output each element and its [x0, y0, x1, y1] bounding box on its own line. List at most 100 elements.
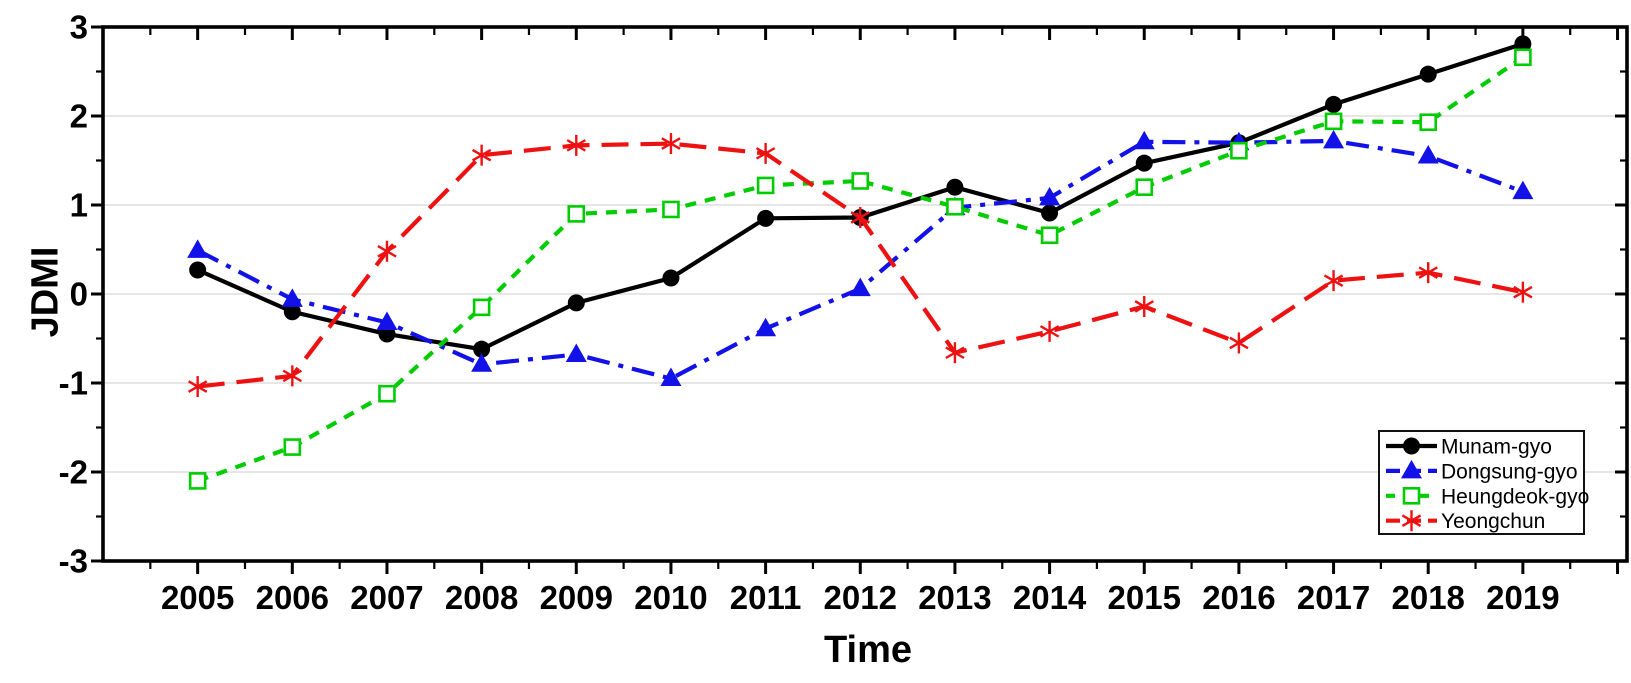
- data-point-marker: [1401, 459, 1422, 479]
- series-dongsung-gyo: [187, 129, 1534, 387]
- asterisk-spoke: [282, 369, 303, 383]
- data-point-marker: [1041, 204, 1059, 222]
- x-tick-label: 2018: [1392, 579, 1465, 616]
- data-point-marker: [1040, 226, 1059, 245]
- legend-label: Yeongchun: [1441, 510, 1545, 533]
- data-point-marker: [1325, 95, 1343, 113]
- data-point-marker: [376, 311, 398, 330]
- y-tick-label: 1: [70, 187, 88, 224]
- data-point-marker: [662, 269, 680, 287]
- data-point-marker: [378, 384, 396, 403]
- x-tick-label: 2019: [1486, 579, 1559, 616]
- legend-item: Dongsung-gyo: [1386, 459, 1578, 483]
- data-point-marker: [1229, 332, 1249, 354]
- data-point-marker: [1135, 178, 1154, 196]
- series-layer: [187, 35, 1534, 490]
- y-tick-label: -2: [59, 454, 88, 491]
- asterisk-spoke: [1323, 274, 1344, 287]
- x-tick-label: 2014: [1013, 579, 1087, 616]
- asterisk-spoke: [1229, 336, 1249, 350]
- data-point-marker: [850, 206, 870, 228]
- data-point-marker: [471, 353, 493, 372]
- ticks: [91, 25, 1627, 574]
- y-tick-label: 3: [70, 9, 88, 46]
- legend-label: Heungdeok-gyo: [1441, 485, 1589, 508]
- plot-layer: 3 2 1 0 -1 -2 -3 2005 2006 2007 2008 2009 2010 2011 20…: [59, 9, 1629, 616]
- data-point-marker: [1133, 130, 1155, 150]
- data-point-marker: [661, 133, 681, 155]
- data-point-marker: [1039, 186, 1061, 206]
- data-point-marker: [1323, 270, 1344, 292]
- legend-label: Munam-gyo: [1441, 436, 1552, 459]
- x-tick-label: 2015: [1108, 579, 1181, 616]
- data-point-marker: [660, 367, 682, 387]
- y-tick-label: -1: [59, 365, 88, 402]
- asterisk-spoke: [1039, 325, 1060, 338]
- data-point-marker: [1324, 112, 1343, 131]
- x-axis-title: Time: [824, 629, 912, 671]
- y-tick-label: -3: [59, 543, 88, 580]
- data-point-marker: [1513, 281, 1533, 303]
- data-point-marker: [1402, 486, 1421, 505]
- y-tick-label: 0: [70, 276, 88, 313]
- asterisk-spoke: [945, 346, 965, 360]
- x-tick-label: 2009: [540, 579, 613, 616]
- asterisk-spoke: [377, 244, 397, 258]
- data-point-marker: [1512, 180, 1534, 200]
- data-point-marker: [189, 261, 207, 279]
- data-point-marker: [282, 365, 303, 387]
- asterisk-spoke: [1401, 514, 1422, 527]
- data-point-marker: [1514, 48, 1532, 67]
- x-tick-label: 2011: [730, 579, 802, 616]
- data-point-marker: [757, 209, 775, 227]
- data-point-marker: [567, 205, 586, 223]
- data-point-marker: [1418, 262, 1438, 284]
- asterisk-spoke: [850, 211, 870, 224]
- x-tick-label: 2008: [445, 579, 518, 616]
- legend-item: Heungdeok-gyo: [1386, 485, 1589, 508]
- data-point-marker: [472, 298, 491, 317]
- legend-item: Munam-gyo: [1386, 436, 1552, 459]
- asterisk-spoke: [566, 139, 586, 152]
- data-point-marker: [946, 197, 964, 216]
- data-point-marker: [377, 240, 397, 262]
- asterisk-spoke: [1418, 266, 1438, 279]
- data-point-marker: [755, 142, 776, 164]
- asterisk-spoke: [471, 148, 492, 162]
- data-point-marker: [849, 277, 871, 297]
- data-point-marker: [1401, 510, 1422, 532]
- data-point-marker: [946, 178, 964, 196]
- x-tick-label: 2013: [918, 579, 991, 616]
- data-point-marker: [567, 294, 585, 312]
- data-point-marker: [1417, 145, 1439, 164]
- asterisk-spoke: [661, 137, 681, 150]
- x-tick-label: 2006: [256, 579, 329, 616]
- x-tick-label: 2016: [1202, 579, 1275, 616]
- legend: Munam-gyoDongsung-gyoHeungdeok-gyoYeongc…: [1378, 430, 1589, 535]
- data-point-marker: [473, 340, 491, 358]
- data-point-marker: [188, 472, 207, 490]
- series-munam-gyo: [189, 35, 1532, 358]
- asterisk-spoke: [755, 147, 776, 160]
- y-axis-title: JDMI: [24, 247, 66, 338]
- data-point-marker: [1403, 437, 1420, 455]
- data-point-marker: [662, 200, 680, 219]
- data-point-marker: [187, 376, 208, 398]
- data-point-marker: [566, 134, 586, 156]
- data-point-marker: [283, 303, 301, 321]
- asterisk-spoke: [187, 380, 208, 393]
- data-point-marker: [1230, 141, 1248, 160]
- series-heungdeok-gyo: [188, 48, 1532, 490]
- asterisk-spoke: [1513, 285, 1533, 299]
- data-point-marker: [187, 239, 209, 258]
- data-point-marker: [756, 176, 775, 195]
- data-point-marker: [1135, 154, 1153, 172]
- y-tick-label: 2: [70, 98, 88, 135]
- x-tick-label: 2012: [824, 579, 897, 616]
- x-tick-label: 2017: [1297, 579, 1370, 616]
- data-point-marker: [1514, 35, 1532, 53]
- data-point-marker: [1039, 320, 1060, 342]
- data-point-marker: [1419, 113, 1438, 132]
